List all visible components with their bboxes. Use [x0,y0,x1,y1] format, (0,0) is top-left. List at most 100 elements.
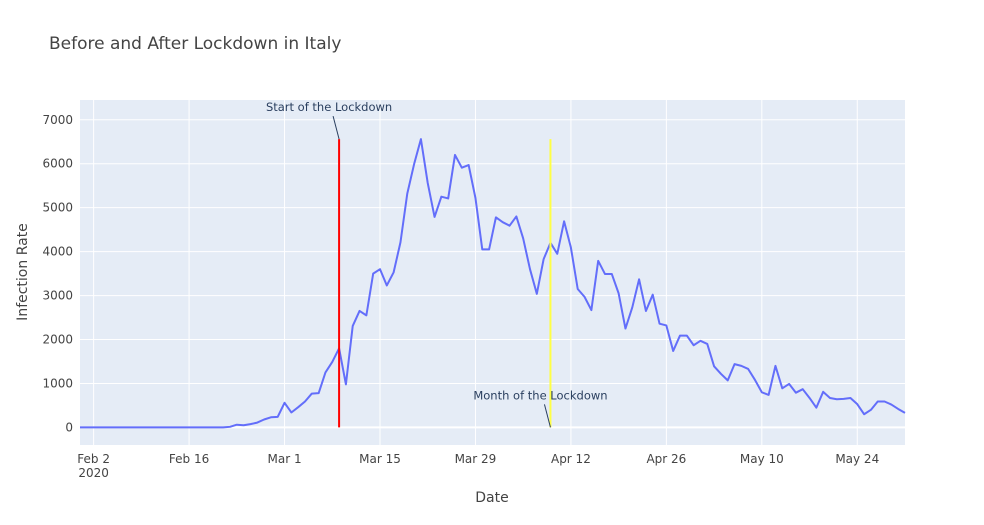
data-point [296,405,301,410]
series-line [80,138,906,429]
data-point [289,410,294,415]
annotation-arrow [332,115,340,140]
data-point [473,196,478,201]
data-point [309,391,314,396]
grid-lines [80,100,905,445]
data-point [453,152,458,157]
data-point [589,308,594,313]
data-point [671,348,676,353]
data-point [705,341,710,346]
data-point [357,308,362,313]
data-point [725,378,730,383]
data-point [425,181,430,186]
data-point [848,395,853,400]
data-point [616,291,621,296]
data-point [889,402,894,407]
data-point [405,191,410,196]
x-tick-label: May 24 [835,452,879,466]
data-point [514,214,519,219]
data-point [773,363,778,368]
data-point [275,414,280,419]
data-point [248,422,253,427]
x-tick-label: Mar 1 [267,452,301,466]
data-point [862,412,867,417]
data-point [855,402,860,407]
data-point [793,390,798,395]
y-tick-label: 3000 [42,289,73,303]
data-point [378,267,383,272]
data-point [582,294,587,299]
data-point [364,313,369,318]
data-point [596,258,601,263]
y-tick-label: 1000 [42,376,73,390]
data-point [541,257,546,262]
data-point [896,406,901,411]
data-point [732,362,737,367]
y-tick-label: 4000 [42,245,73,259]
data-point [780,386,785,391]
x-tick-label: May 10 [740,452,784,466]
data-point [903,410,908,415]
data-point [841,396,846,401]
data-point [623,326,628,331]
data-point [787,381,792,386]
annotations: Start of the Lockdown Month of the Lockdo… [266,100,608,428]
data-point [412,162,417,167]
data-point [603,272,608,277]
x-tick-label: Mar 29 [455,452,497,466]
data-point [753,377,758,382]
data-point [643,308,648,313]
chart-title: Before and After Lockdown in Italy [49,34,342,54]
data-point [568,245,573,250]
x-axis-title: Date [475,490,508,506]
data-point [766,392,771,397]
data-point [712,364,717,369]
data-point [814,405,819,410]
data-point [303,399,308,404]
y-tick-label: 7000 [42,113,73,127]
data-point [678,333,683,338]
data-point [432,214,437,219]
data-point [350,323,355,328]
data-point [398,240,403,245]
data-point [684,333,689,338]
plot-background [80,100,905,445]
data-point [739,363,744,368]
data-point [439,194,444,199]
data-point [221,425,226,430]
data-point [78,425,83,430]
data-point [446,196,451,201]
data-point [507,223,512,228]
data-point [480,247,485,252]
data-point [875,399,880,404]
x-tick-label: Apr 12 [551,452,591,466]
data-point [698,338,703,343]
data-point [575,286,580,291]
data-point [664,323,669,328]
x-tick-label: Apr 26 [646,452,686,466]
data-point [534,291,539,296]
data-point [418,137,423,142]
y-axis-ticks: 0 1000 2000 3000 4000 5000 6000 7000 [42,113,73,435]
data-point [487,247,492,252]
data-point [384,283,389,288]
data-point [759,390,764,395]
data-point [228,424,233,429]
y-tick-label: 2000 [42,333,73,347]
data-point [466,163,471,168]
data-point [214,425,219,430]
data-point [234,422,239,427]
data-point [562,219,567,224]
data-point [637,277,642,282]
data-point [828,395,833,400]
data-point [609,272,614,277]
lockdown-markers [338,139,552,428]
y-tick-label: 5000 [42,201,73,215]
data-point [255,420,260,425]
x-tick-label: Feb 2 [77,452,110,466]
data-point [882,399,887,404]
data-point [521,236,526,241]
data-point [262,417,267,422]
